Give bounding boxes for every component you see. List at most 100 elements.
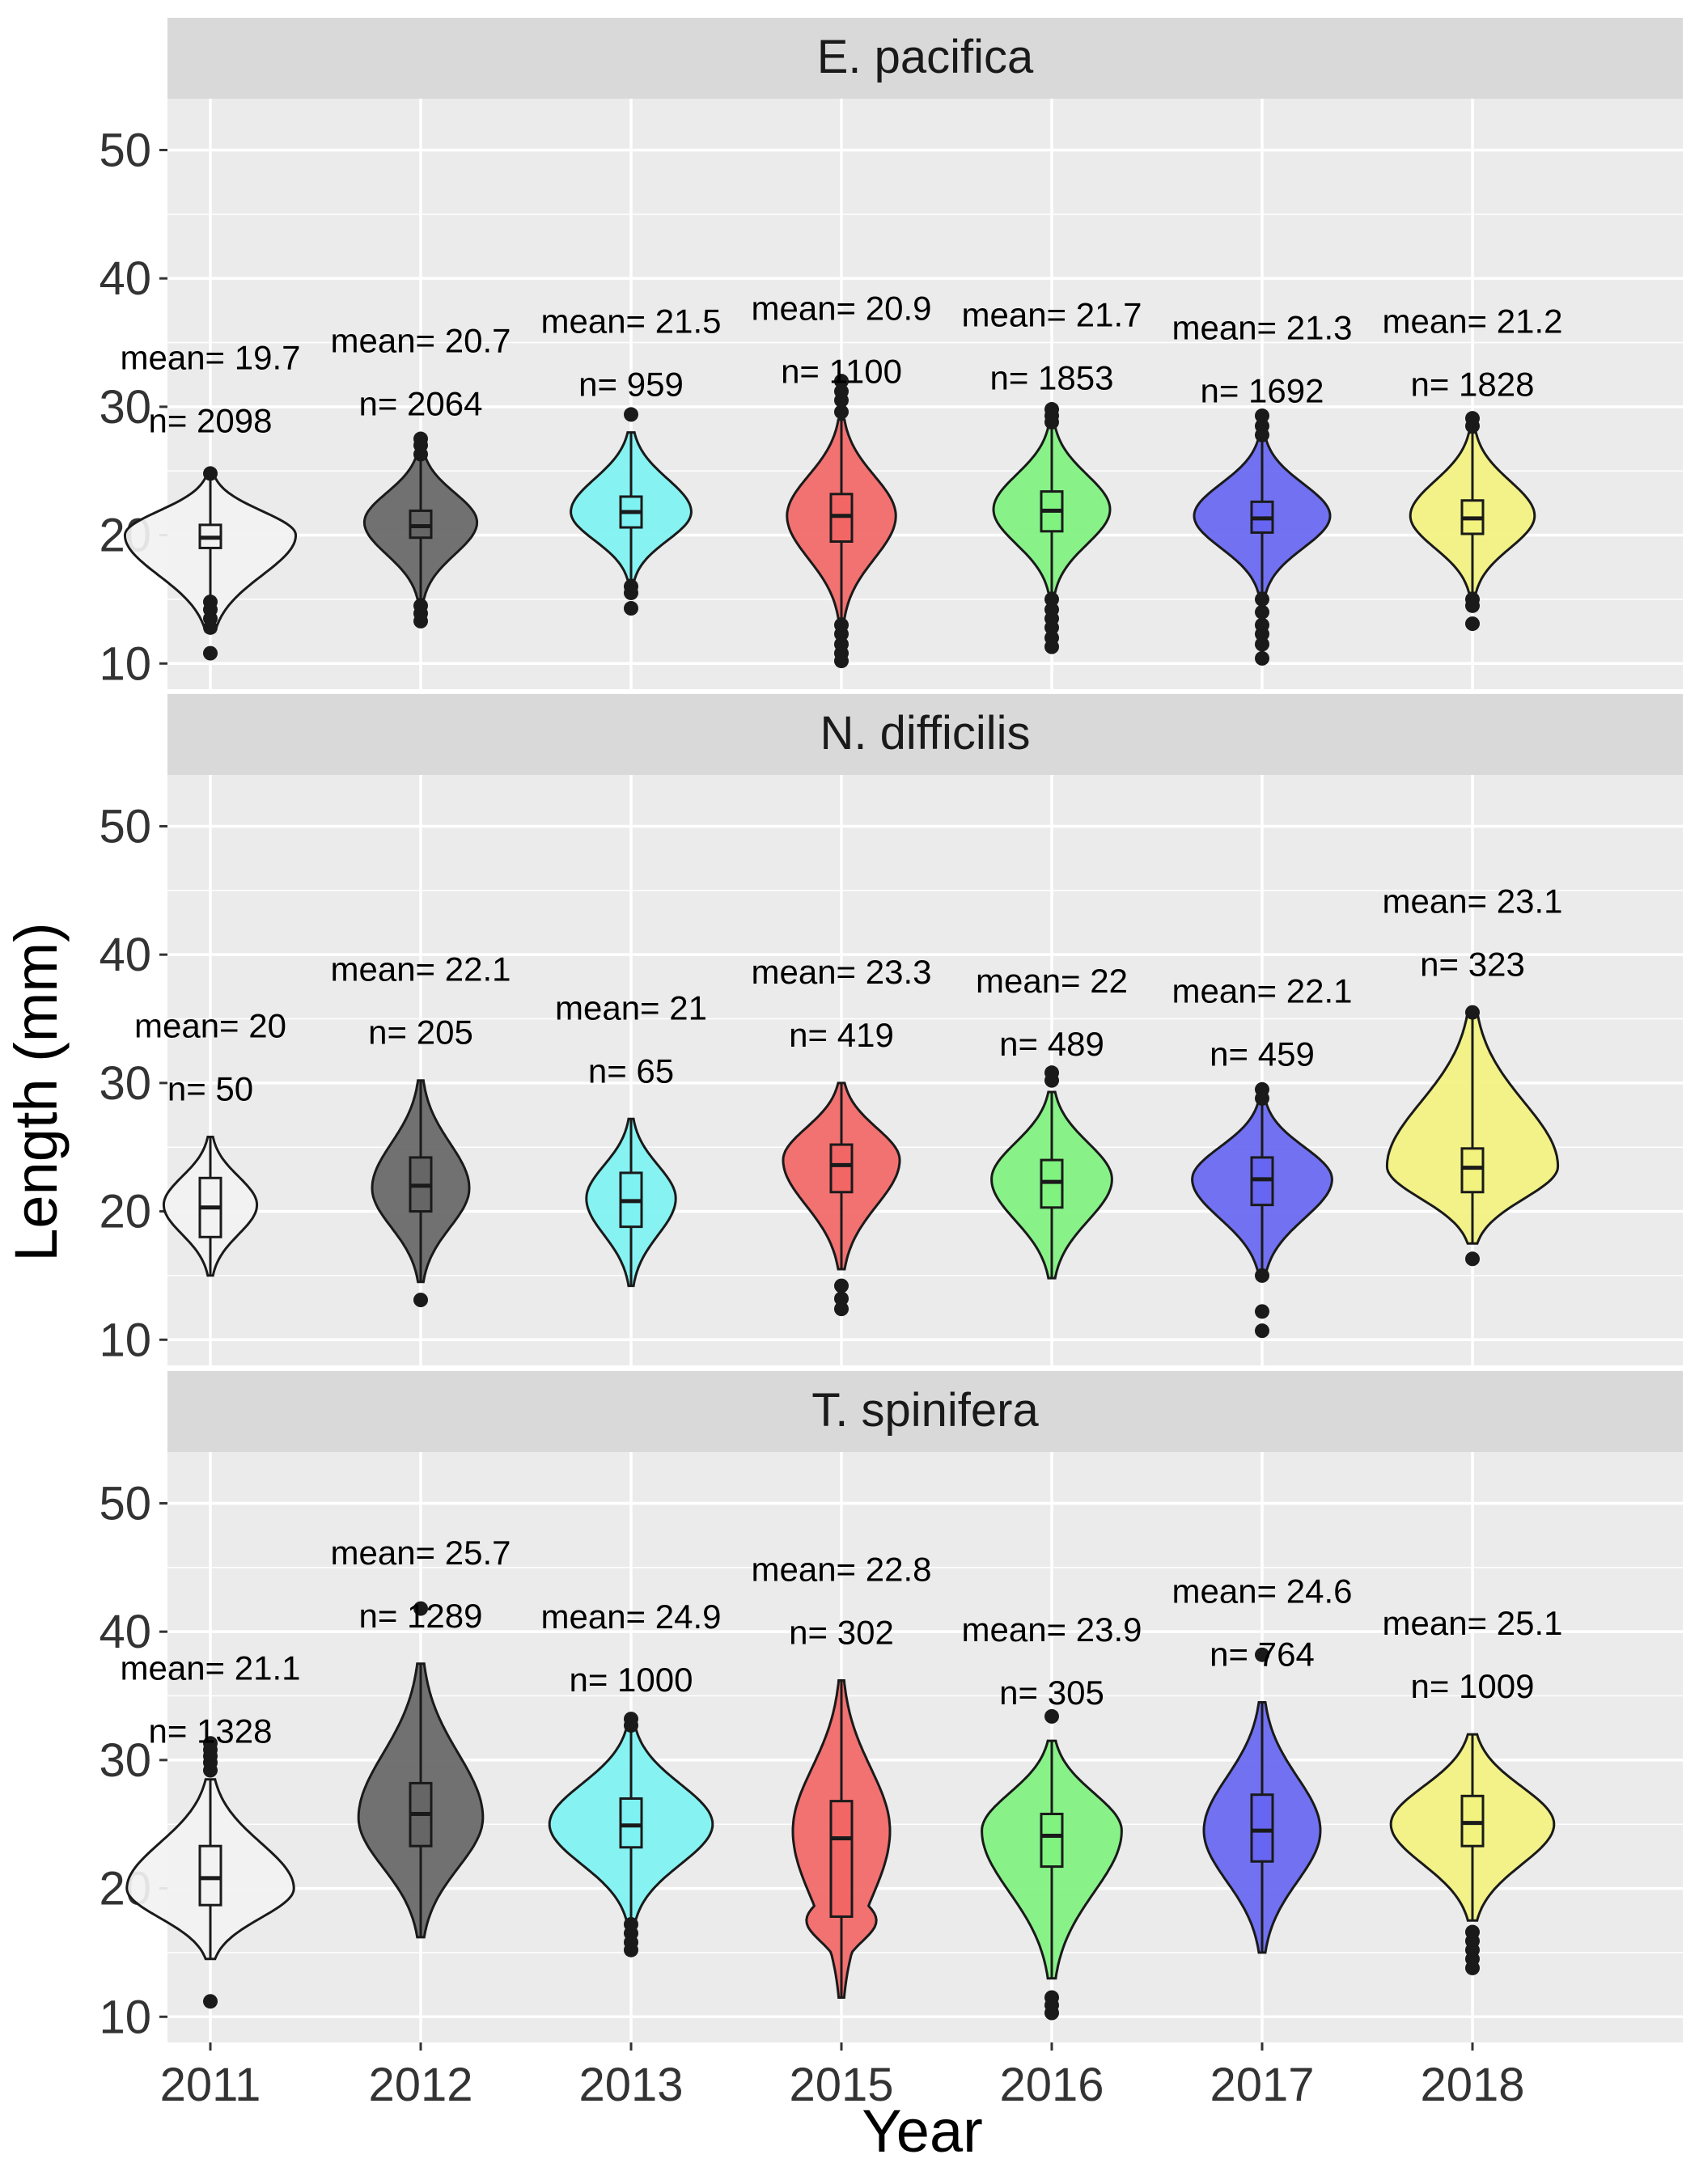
strip-label: T. spinifera	[811, 1384, 1039, 1437]
y-tick-label: 50	[99, 1477, 151, 1530]
outlier-point	[1255, 1323, 1269, 1339]
outlier-point	[834, 617, 849, 633]
outlier-point	[624, 601, 638, 616]
outlier-point	[203, 595, 218, 610]
box-iqr	[619, 1797, 643, 1849]
strip-background	[167, 1371, 1683, 1452]
n-label: n= 1000	[570, 1661, 693, 1699]
n-label: n= 205	[368, 1014, 473, 1052]
strip-background	[167, 18, 1683, 99]
outlier-point	[834, 637, 849, 652]
outlier-point	[1044, 630, 1059, 645]
x-tick-label: 2015	[789, 2059, 893, 2111]
n-label: n= 65	[588, 1052, 674, 1090]
y-tick-label: 50	[99, 800, 151, 853]
outlier-point	[1465, 616, 1480, 632]
y-tick-label: 40	[99, 929, 151, 981]
outlier-point	[413, 598, 428, 613]
mean-label: mean= 21.7	[961, 296, 1142, 334]
mean-label: mean= 20	[134, 1007, 286, 1045]
mean-label: mean= 22.1	[1172, 972, 1352, 1010]
box-iqr	[1250, 1793, 1274, 1863]
outlier-point	[1044, 1708, 1059, 1724]
mean-label: mean= 24.6	[1172, 1572, 1352, 1610]
y-tick-label: 50	[99, 124, 151, 176]
outlier-point	[1255, 418, 1269, 434]
strip-background	[167, 694, 1683, 775]
n-label: n= 1100	[781, 353, 902, 391]
x-axis-title: Year	[862, 2097, 983, 2165]
outlier-point	[624, 579, 638, 595]
mean-label: mean= 23.3	[751, 953, 931, 991]
n-label: n= 959	[578, 366, 684, 404]
box-iqr	[829, 1800, 854, 1918]
outlier-point	[834, 374, 849, 389]
outlier-point	[834, 383, 849, 399]
mean-label: mean= 22.8	[751, 1550, 931, 1588]
outlier-point	[624, 407, 638, 422]
n-label: n= 764	[1210, 1635, 1315, 1673]
outlier-point	[1044, 602, 1059, 617]
outlier-point	[1255, 1268, 1269, 1283]
outlier-point	[1465, 591, 1480, 607]
outlier-point	[1255, 604, 1269, 620]
n-label: n= 1692	[1201, 372, 1324, 410]
outlier-point	[1465, 1005, 1480, 1020]
mean-label: mean= 20.9	[751, 290, 931, 328]
outlier-point	[1465, 1251, 1480, 1267]
x-axis: 2011 2012 2013 2015 2016 2017 2018	[160, 2042, 1525, 2111]
box-iqr	[198, 1844, 222, 1907]
x-tick-label: 2012	[368, 2059, 472, 2111]
n-label: n= 1853	[990, 359, 1114, 397]
y-tick-label: 30	[99, 1734, 151, 1787]
outlier-point	[1255, 617, 1269, 633]
outlier-point	[834, 1291, 849, 1306]
outlier-point	[203, 645, 218, 661]
n-label: n= 2064	[359, 384, 483, 422]
outlier-point	[834, 404, 849, 420]
mean-label: mean= 23.1	[1382, 882, 1562, 921]
mean-label: mean= 25.7	[330, 1534, 511, 1572]
outlier-point	[1044, 402, 1059, 417]
outlier-point	[624, 1917, 638, 1932]
n-label: n= 459	[1210, 1035, 1315, 1073]
n-label: n= 1328	[149, 1712, 273, 1750]
outlier-point	[1044, 1990, 1059, 2005]
outlier-point	[1255, 650, 1269, 666]
y-tick-label: 30	[99, 381, 151, 434]
y-tick-label: 40	[99, 252, 151, 305]
box-iqr	[1040, 1813, 1064, 1869]
y-tick-label: 30	[99, 1057, 151, 1110]
x-tick-label: 2017	[1210, 2059, 1314, 2111]
n-label: n= 2098	[149, 402, 273, 440]
outlier-point	[203, 1994, 218, 2009]
x-tick-label: 2013	[578, 2059, 683, 2111]
n-label: n= 1289	[359, 1597, 483, 1635]
outlier-point	[1255, 637, 1269, 652]
mean-label: mean= 24.9	[540, 1598, 721, 1636]
outlier-point	[1044, 1065, 1059, 1081]
outlier-point	[203, 466, 218, 481]
outlier-point	[624, 1712, 638, 1727]
box-iqr	[829, 1143, 854, 1194]
outlier-point	[413, 1293, 428, 1308]
x-tick-label: 2018	[1420, 2059, 1524, 2111]
x-tick-label: 2011	[160, 2059, 261, 2111]
n-label: n= 305	[999, 1674, 1104, 1712]
y-axis-title: Length (mm)	[2, 922, 70, 1261]
outlier-point	[1465, 411, 1480, 426]
facet-panels: E. pacifica 10 20 30 40 50 n= 2098 mean= 19.7 n=…	[99, 18, 1683, 2043]
mean-label: mean= 23.9	[961, 1610, 1142, 1649]
y-tick-label: 10	[99, 1314, 151, 1366]
mean-label: mean= 22	[976, 962, 1128, 1000]
outlier-point	[1255, 1647, 1269, 1662]
mean-label: mean= 21.1	[120, 1649, 300, 1687]
n-label: n= 302	[789, 1613, 894, 1651]
facet-panel: N. difficilis 10 20 30 40 50 n= 50 mean= 20 n= 2…	[99, 694, 1683, 1366]
outlier-point	[834, 1302, 849, 1317]
outlier-point	[834, 1278, 849, 1293]
outlier-point	[1255, 591, 1269, 607]
